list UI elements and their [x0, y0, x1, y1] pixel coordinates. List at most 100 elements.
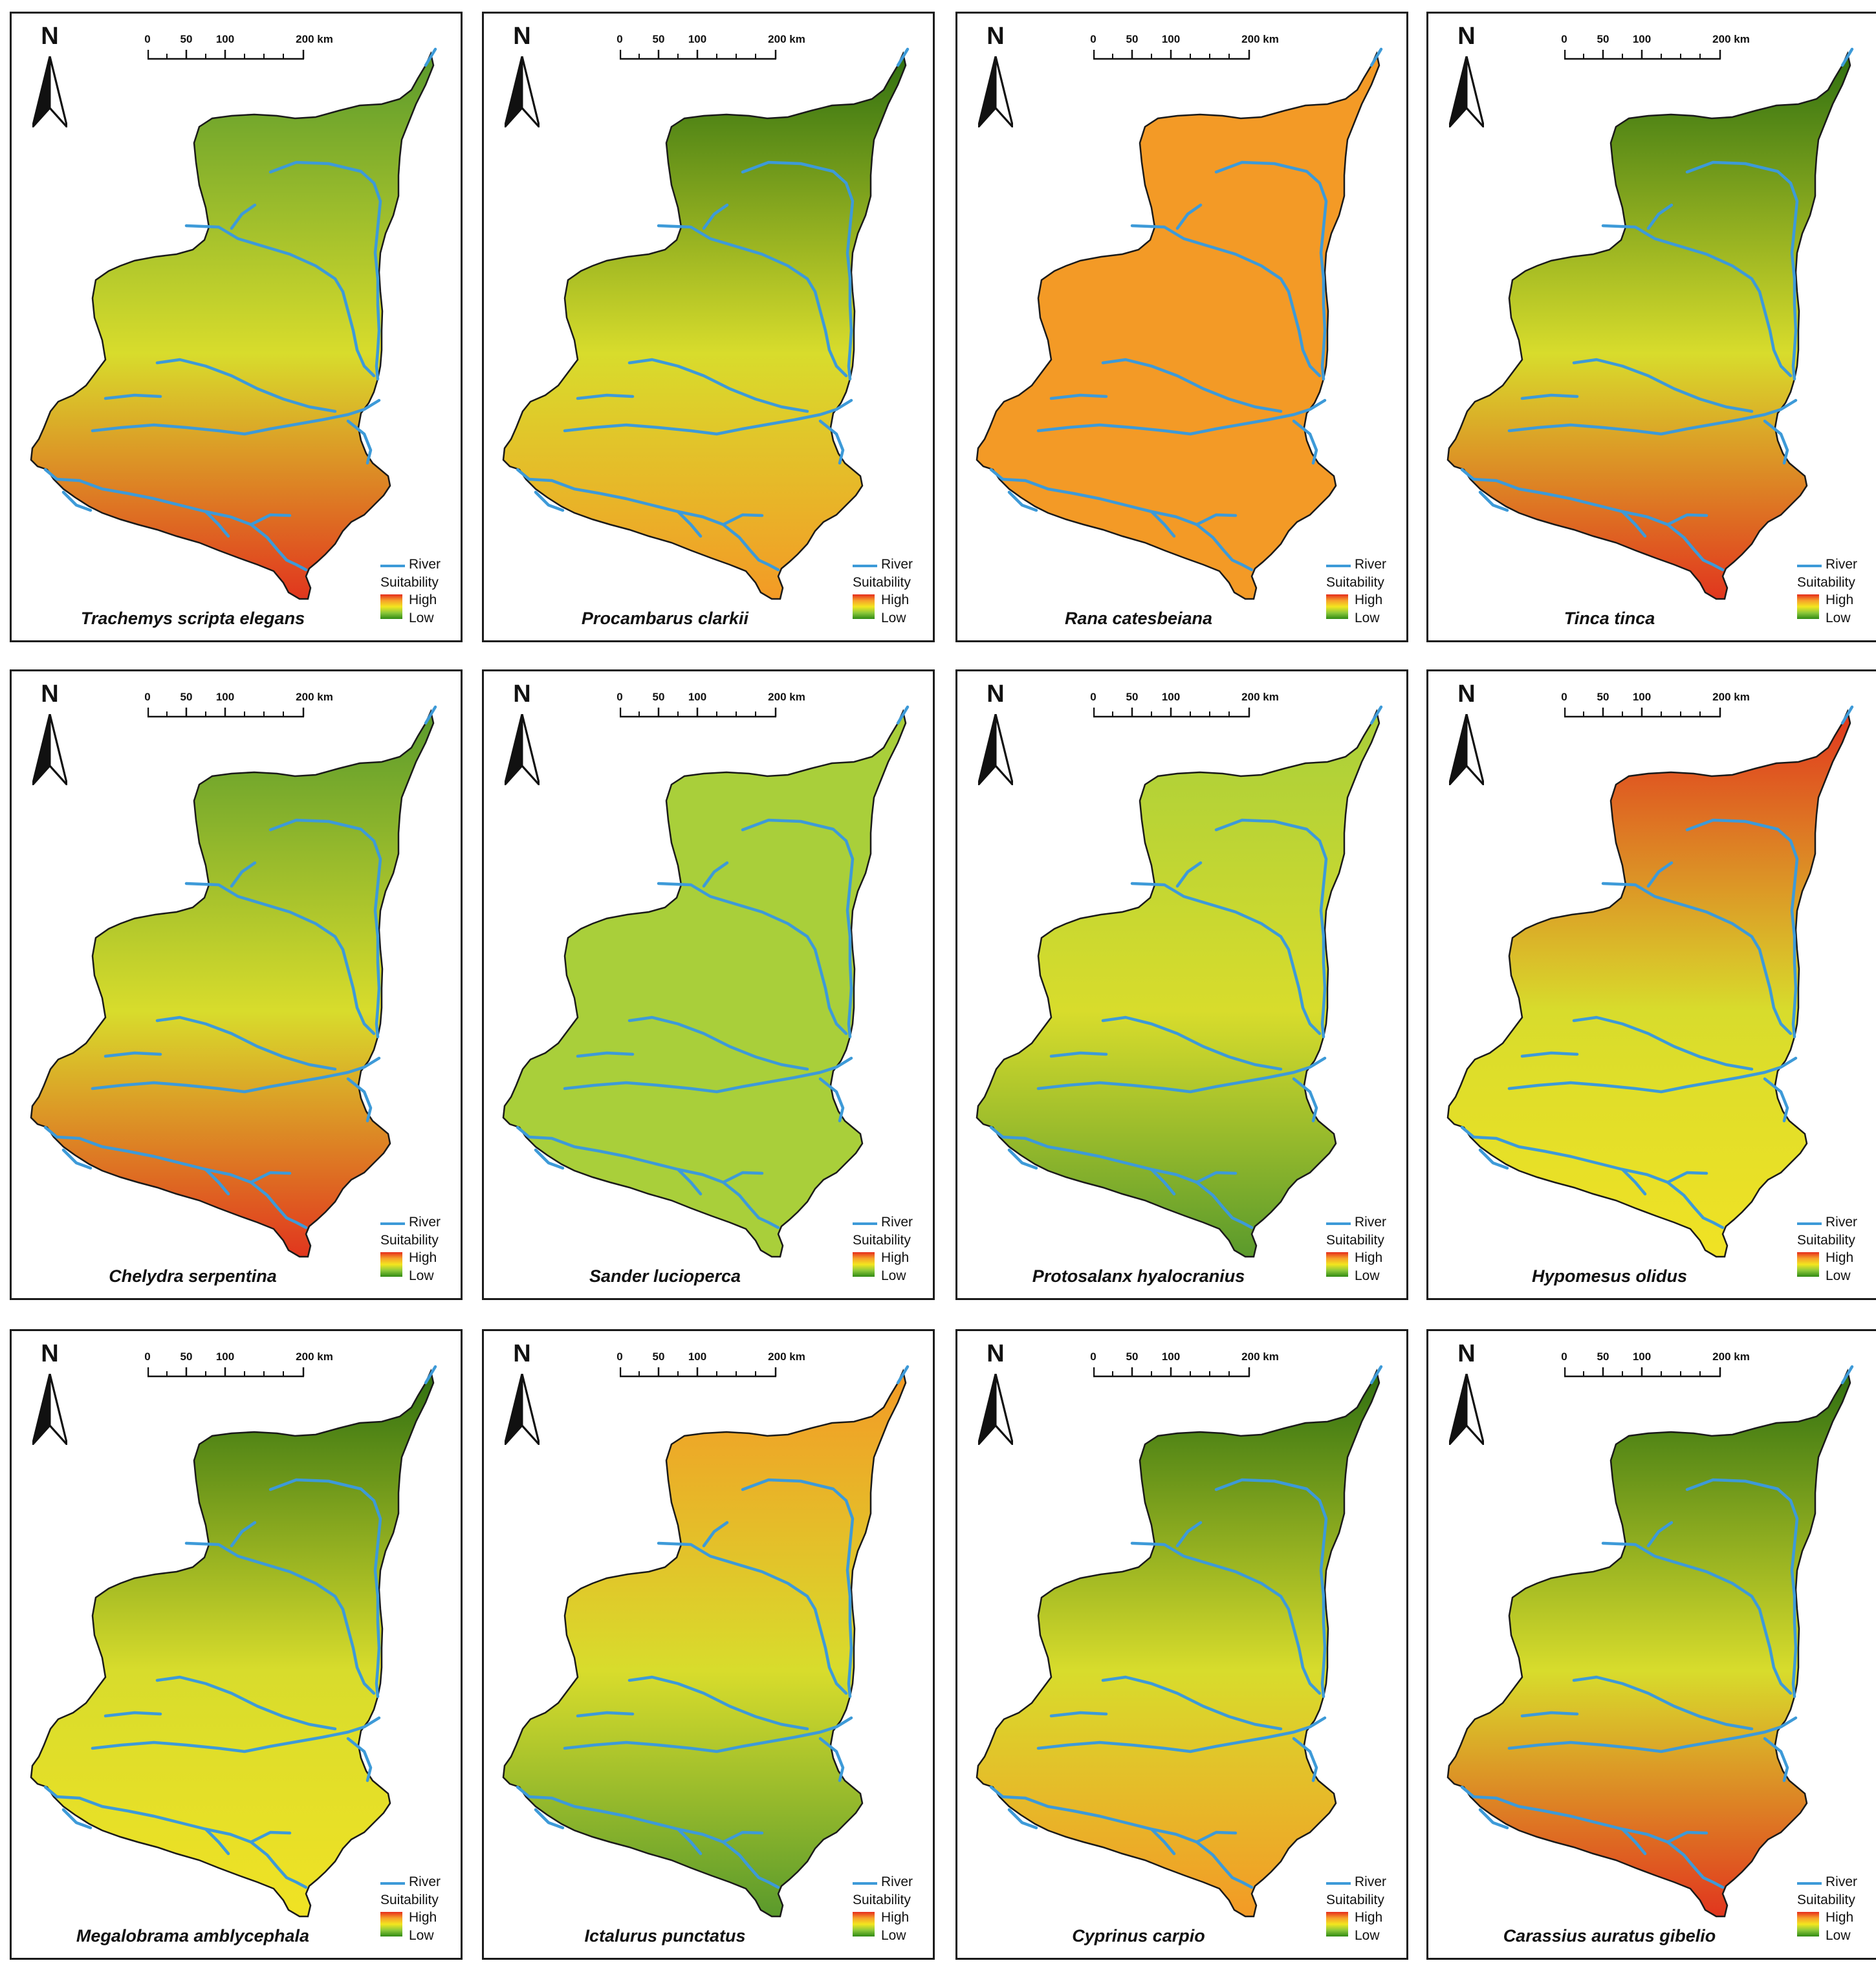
suitability-color-ramp	[1326, 594, 1348, 619]
north-label: N	[1457, 23, 1476, 50]
species-name: Trachemys scripta elegans	[80, 609, 305, 628]
map-legend: River Suitability High Low	[846, 1873, 933, 1951]
map-legend: River Suitability High Low	[374, 1873, 461, 1951]
scale-label-100: 100	[215, 691, 235, 703]
species-name: Chelydra serpentina	[109, 1266, 277, 1286]
scale-label-200: 200 km	[296, 691, 333, 703]
scale-label-100: 100	[215, 33, 235, 45]
legend-high-label: High	[409, 1910, 437, 1925]
scale-label-50: 50	[1126, 1350, 1139, 1363]
north-label: N	[513, 680, 531, 708]
scale-label-200: 200 km	[1712, 1350, 1750, 1363]
north-label: N	[1457, 680, 1476, 708]
scale-label-100: 100	[1161, 691, 1181, 703]
scale-label-100: 100	[688, 691, 707, 703]
scale-label-0: 0	[144, 691, 151, 703]
scale-label-50: 50	[1126, 33, 1139, 45]
legend-high-label: High	[1826, 1910, 1854, 1925]
scale-label-0: 0	[1090, 33, 1096, 45]
north-arrow: N	[493, 23, 551, 133]
scale-bar: 0 50 100 200 km	[144, 691, 354, 723]
legend-low-label: Low	[881, 1928, 906, 1943]
scale-label-100: 100	[1161, 33, 1181, 45]
map-panel-3: N 0 50 100 200 km	[955, 12, 1408, 642]
scale-label-100: 100	[1632, 33, 1652, 45]
suitability-map	[30, 1365, 437, 1918]
scale-label-0: 0	[1561, 691, 1567, 703]
river-legend-line	[1326, 1882, 1351, 1885]
region-outline	[30, 51, 435, 600]
suitability-map	[30, 47, 437, 600]
scale-label-0: 0	[1090, 1350, 1096, 1363]
suitability-color-ramp	[853, 594, 875, 619]
region-outline	[30, 1369, 435, 1918]
scale-label-50: 50	[1597, 33, 1609, 45]
legend-river-label: River	[1826, 1874, 1858, 1889]
suitability-map	[1446, 47, 1854, 600]
scale-label-0: 0	[616, 1350, 623, 1363]
species-name: Procambarus clarkii	[581, 609, 749, 628]
north-arrow: N	[966, 23, 1025, 133]
scale-label-50: 50	[1597, 1350, 1609, 1363]
legend-suitability-label: Suitability	[1797, 1233, 1855, 1248]
legend-high-label: High	[881, 1250, 910, 1265]
suitability-map	[502, 47, 910, 600]
legend-river-label: River	[881, 1874, 913, 1889]
legend-suitability-label: Suitability	[1797, 575, 1855, 590]
scale-label-0: 0	[144, 1350, 151, 1363]
legend-low-label: Low	[409, 1928, 434, 1943]
region-outline	[1446, 1369, 1851, 1918]
scale-label-200: 200 km	[768, 33, 805, 45]
scale-label-0: 0	[616, 691, 623, 703]
region-outline	[502, 51, 907, 600]
suitability-color-ramp	[1797, 594, 1819, 619]
scale-label-0: 0	[1561, 1350, 1567, 1363]
scale-label-0: 0	[616, 33, 623, 45]
legend-suitability-label: Suitability	[1797, 1893, 1855, 1907]
legend-suitability-label: Suitability	[380, 1893, 439, 1907]
species-name: Carassius auratus gibelio	[1503, 1926, 1716, 1946]
map-legend: River Suitability High Low	[846, 1213, 933, 1291]
scale-bar: 0 50 100 200 km	[1561, 33, 1771, 65]
river-legend-line	[1326, 565, 1351, 567]
legend-suitability-label: Suitability	[1326, 1233, 1384, 1248]
legend-suitability-label: Suitability	[853, 575, 911, 590]
map-legend: River Suitability High Low	[1320, 556, 1406, 633]
scale-label-50: 50	[1597, 691, 1609, 703]
scale-label-50: 50	[180, 33, 193, 45]
region-outline	[1446, 709, 1851, 1258]
suitability-color-ramp	[380, 594, 402, 619]
scale-label-200: 200 km	[296, 1350, 333, 1363]
north-label: N	[513, 23, 531, 50]
region-outline	[30, 709, 435, 1258]
legend-river-label: River	[1355, 1874, 1387, 1889]
map-panel-4: N 0 50 100 200 km	[1426, 12, 1876, 642]
legend-high-label: High	[409, 1250, 437, 1265]
suitability-map	[30, 705, 437, 1258]
legend-high-label: High	[1355, 592, 1383, 607]
legend-low-label: Low	[1826, 611, 1851, 625]
north-arrow: N	[493, 680, 551, 790]
legend-high-label: High	[881, 592, 910, 607]
scale-bar: 0 50 100 200 km	[144, 33, 354, 65]
map-panel-10: N 0 50 100 200 km	[482, 1329, 935, 1960]
legend-river-label: River	[409, 1874, 441, 1889]
scale-label-100: 100	[1161, 1350, 1181, 1363]
scale-label-100: 100	[1632, 1350, 1652, 1363]
legend-high-label: High	[1826, 592, 1854, 607]
legend-suitability-label: Suitability	[1326, 1893, 1384, 1907]
scale-label-200: 200 km	[1241, 33, 1279, 45]
legend-suitability-label: Suitability	[380, 1233, 439, 1248]
river-legend-line	[380, 565, 405, 567]
river-network	[989, 705, 1383, 1230]
river-legend-line	[853, 1882, 877, 1885]
suitability-color-ramp	[1326, 1912, 1348, 1936]
suitability-color-ramp	[1797, 1252, 1819, 1277]
legend-low-label: Low	[1826, 1268, 1851, 1283]
legend-river-label: River	[409, 1215, 441, 1230]
suitability-map	[976, 47, 1383, 600]
suitability-map	[502, 705, 910, 1258]
region-outline	[976, 709, 1380, 1258]
scale-label-200: 200 km	[1712, 691, 1750, 703]
map-legend: River Suitability High Low	[1791, 1213, 1876, 1291]
